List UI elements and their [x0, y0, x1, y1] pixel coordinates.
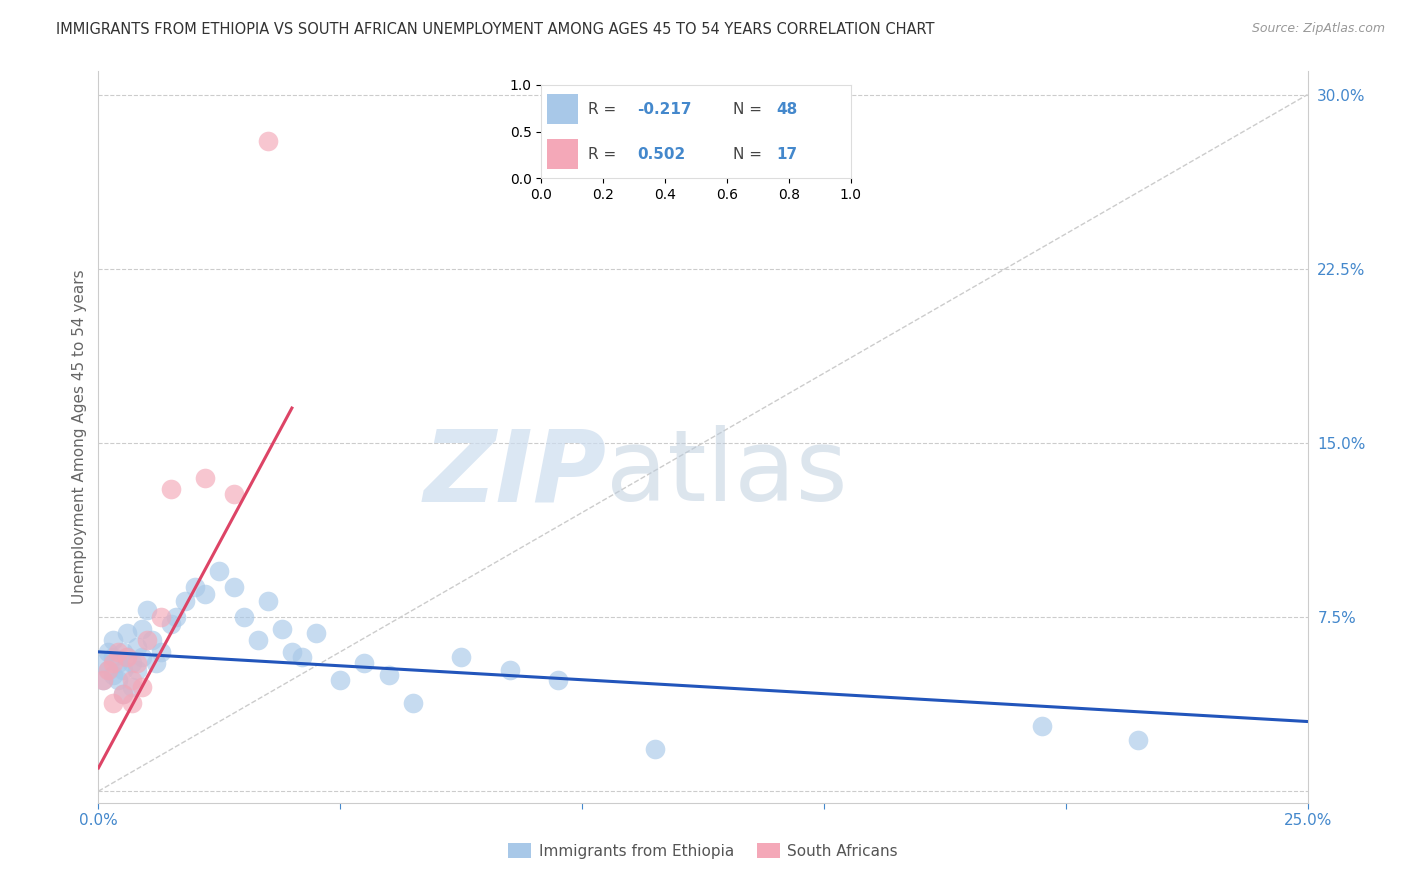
Text: atlas: atlas: [606, 425, 848, 522]
Text: 48: 48: [776, 102, 797, 117]
Point: [1128, 733, 1150, 747]
Point: [121, 696, 143, 710]
Point: [141, 633, 163, 648]
Point: [127, 657, 149, 671]
Text: ZIP: ZIP: [423, 425, 606, 522]
Point: [121, 680, 143, 694]
Point: [127, 664, 149, 678]
Text: IMMIGRANTS FROM ETHIOPIA VS SOUTH AFRICAN UNEMPLOYMENT AMONG AGES 45 TO 54 YEARS: IMMIGRANTS FROM ETHIOPIA VS SOUTH AFRICA…: [56, 22, 935, 37]
Point: [160, 483, 183, 497]
FancyBboxPatch shape: [547, 139, 578, 169]
Text: R =: R =: [588, 146, 621, 161]
Text: R =: R =: [588, 102, 621, 117]
Point: [97, 664, 120, 678]
Point: [91, 673, 114, 687]
Point: [256, 134, 278, 148]
Point: [150, 610, 173, 624]
Point: [101, 657, 124, 671]
Point: [305, 626, 328, 640]
Point: [127, 640, 149, 655]
Legend: Immigrants from Ethiopia, South Africans: Immigrants from Ethiopia, South Africans: [502, 837, 904, 864]
FancyBboxPatch shape: [547, 95, 578, 124]
Point: [150, 645, 173, 659]
Point: [194, 587, 217, 601]
Point: [97, 645, 120, 659]
Point: [111, 645, 134, 659]
Text: 0.502: 0.502: [637, 146, 686, 161]
Point: [101, 696, 124, 710]
Point: [547, 673, 569, 687]
Point: [1031, 719, 1053, 733]
Point: [111, 664, 134, 678]
Point: [117, 649, 139, 664]
Text: -0.217: -0.217: [637, 102, 692, 117]
Point: [117, 649, 139, 664]
Point: [290, 649, 312, 664]
Point: [131, 649, 153, 664]
Point: [121, 673, 143, 687]
Point: [135, 633, 157, 648]
Text: N =: N =: [733, 102, 766, 117]
Point: [121, 657, 143, 671]
Point: [222, 487, 245, 501]
Text: 17: 17: [776, 146, 797, 161]
Point: [222, 580, 245, 594]
Point: [271, 622, 294, 636]
Point: [402, 696, 425, 710]
Point: [498, 664, 520, 678]
Point: [117, 626, 139, 640]
Point: [232, 610, 254, 624]
Point: [91, 673, 114, 687]
Point: [91, 657, 114, 671]
Point: [145, 657, 167, 671]
Point: [644, 742, 666, 756]
Point: [208, 564, 231, 578]
Point: [174, 594, 197, 608]
Point: [353, 657, 375, 671]
Point: [135, 603, 157, 617]
Point: [329, 673, 352, 687]
Point: [131, 680, 153, 694]
Point: [184, 580, 207, 594]
Point: [450, 649, 472, 664]
Point: [160, 617, 183, 632]
Point: [256, 594, 278, 608]
Point: [194, 471, 217, 485]
Text: Source: ZipAtlas.com: Source: ZipAtlas.com: [1251, 22, 1385, 36]
Text: N =: N =: [733, 146, 766, 161]
Y-axis label: Unemployment Among Ages 45 to 54 years: Unemployment Among Ages 45 to 54 years: [72, 269, 87, 605]
Point: [101, 649, 124, 664]
Point: [131, 622, 153, 636]
Point: [281, 645, 304, 659]
Point: [107, 673, 129, 687]
Point: [101, 633, 124, 648]
Point: [97, 664, 120, 678]
Point: [165, 610, 187, 624]
Point: [377, 668, 399, 682]
Point: [101, 668, 124, 682]
Point: [107, 645, 129, 659]
Point: [111, 687, 134, 701]
Point: [247, 633, 270, 648]
Point: [111, 687, 134, 701]
Point: [107, 657, 129, 671]
